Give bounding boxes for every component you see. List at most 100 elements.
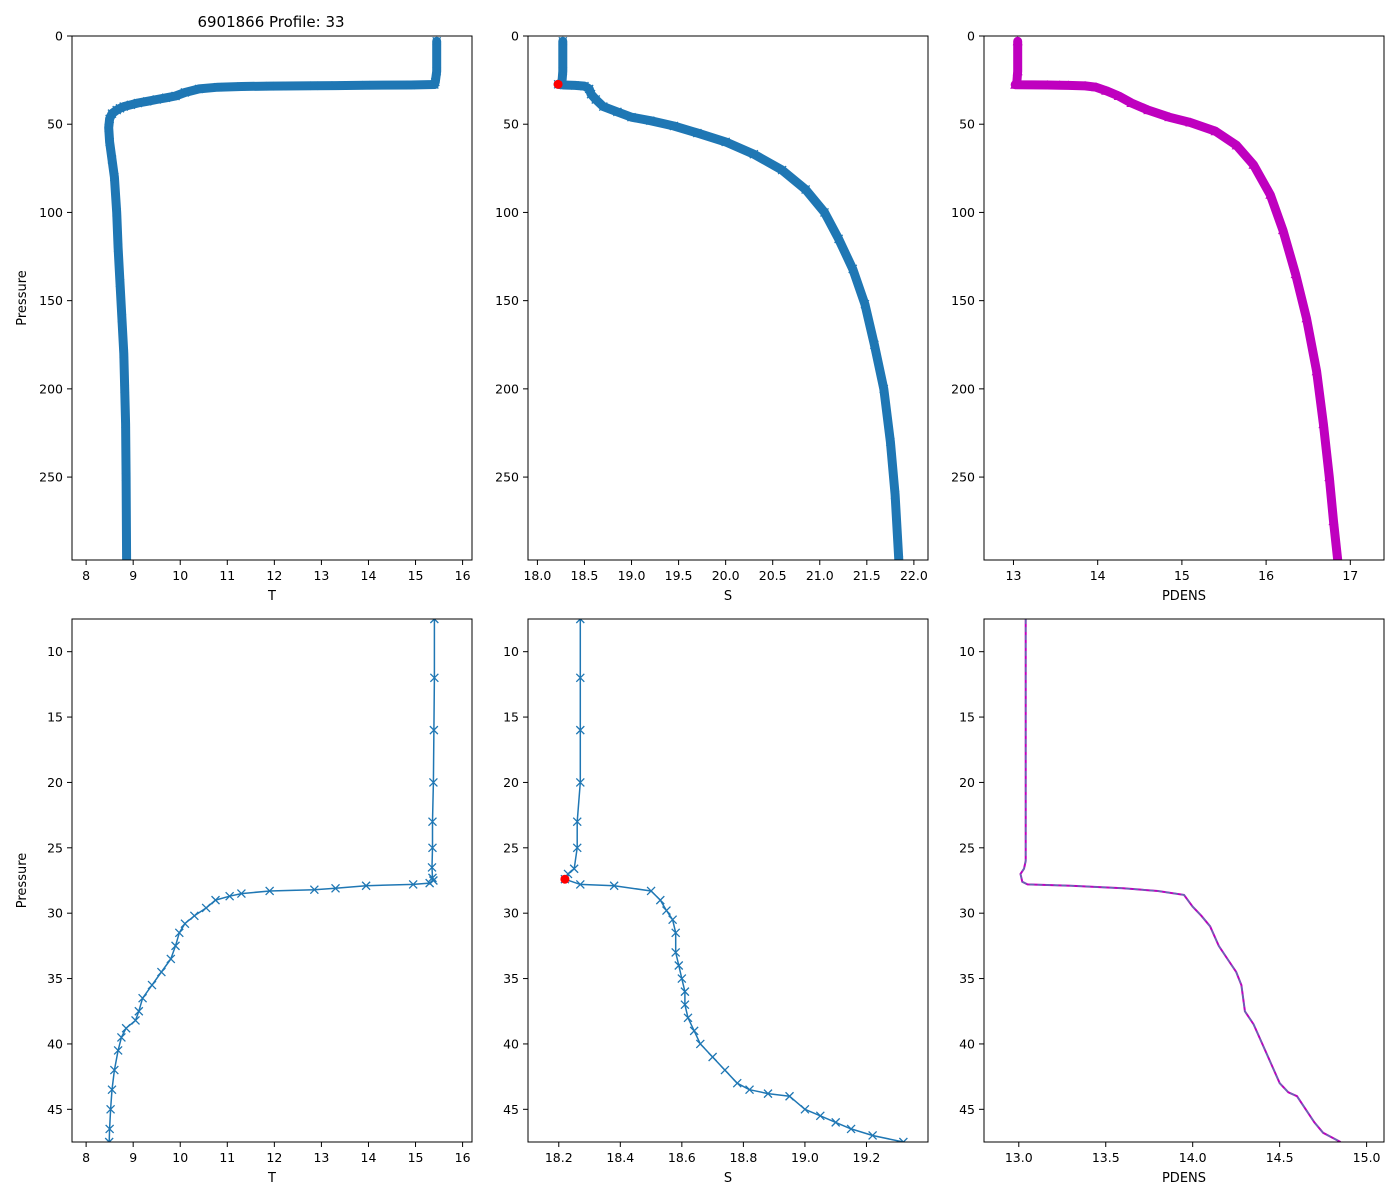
data-point <box>627 112 636 122</box>
subplot-grid: 8 9 10 11 12 13 14 15 16050100150200250TPressure… <box>15 29 1385 1186</box>
data-point <box>134 1006 144 1016</box>
x-tick-label: 14 <box>361 568 377 583</box>
series-line <box>564 619 905 1142</box>
data-point <box>166 954 176 964</box>
data-point <box>171 91 180 101</box>
data-point <box>721 137 731 147</box>
y-tick-label: 200 <box>495 381 519 396</box>
y-tick-label: 15 <box>503 710 519 725</box>
data-point <box>1334 555 1341 560</box>
data-point <box>1185 117 1196 127</box>
data-point <box>732 1078 742 1088</box>
data-point <box>156 967 166 977</box>
data-point <box>749 149 759 159</box>
data-point <box>429 673 439 683</box>
data-point <box>1113 90 1124 100</box>
x-tick-label: 19.2 <box>853 1150 881 1165</box>
x-tick-label: 14 <box>1090 568 1106 583</box>
data-point <box>572 843 582 853</box>
data-point <box>429 619 439 624</box>
series-line <box>108 619 436 1142</box>
x-tick-label: 17 <box>1342 568 1358 583</box>
x-tick-label: 9 <box>129 1150 137 1165</box>
data-point <box>800 1104 810 1114</box>
data-point <box>361 80 371 90</box>
subplot-top-T: 8 9 10 11 12 13 14 15 16 0 50 100 150 200 250 T Pressure <box>15 29 473 604</box>
x-tick-label: 12 <box>266 1150 282 1165</box>
data-point <box>117 313 127 323</box>
y-tick-label: 10 <box>503 644 519 659</box>
data-point <box>109 172 119 182</box>
data-point <box>674 961 684 970</box>
y-tick-label: 40 <box>47 1036 63 1051</box>
data-point <box>575 673 585 683</box>
data-point <box>427 862 437 872</box>
x-tick-label: 13 <box>313 1150 329 1165</box>
series-line-dashed <box>1019 619 1341 1142</box>
x-tick-label: 18.4 <box>606 1150 634 1165</box>
y-tick-label: 10 <box>959 644 975 659</box>
data-point <box>815 1111 825 1121</box>
data-point <box>265 886 275 896</box>
data-point <box>142 96 152 106</box>
data-point <box>846 1124 856 1134</box>
y-tick-label: 45 <box>47 1102 63 1117</box>
data-point <box>669 121 679 131</box>
x-tick-label: 16 <box>1258 568 1274 583</box>
x-tick-label: 13 <box>1006 568 1022 583</box>
data-point <box>104 1137 114 1142</box>
y-tick-label: 30 <box>503 906 519 921</box>
data-point <box>1010 79 1021 89</box>
subplot-bot-PDENS: 13.0 13.5 14.0 14.5 15.0 10 15 20 25 30 35 40 45 PDEN… <box>959 618 1385 1186</box>
data-point <box>1101 85 1112 95</box>
data-point <box>432 66 442 76</box>
y-tick-label: 30 <box>959 906 975 921</box>
y-tick-label: 20 <box>959 775 975 790</box>
x-tick-label: 13.5 <box>1092 1150 1120 1165</box>
data-point <box>1265 189 1276 199</box>
data-point <box>107 109 117 119</box>
data-point <box>126 100 136 110</box>
data-point <box>1324 472 1335 482</box>
data-point <box>236 81 246 91</box>
data-point <box>174 928 184 938</box>
x-tick-label: 20.5 <box>759 568 787 583</box>
data-point <box>1290 269 1301 279</box>
data-point <box>785 1091 794 1101</box>
data-point <box>1231 140 1242 150</box>
x-tick-label: 12 <box>266 568 282 583</box>
data-point <box>138 993 148 1003</box>
y-tick-label: 25 <box>47 840 63 855</box>
data-point <box>112 105 122 115</box>
data-point <box>122 555 132 560</box>
data-point <box>105 1124 115 1134</box>
data-point <box>428 777 438 787</box>
data-point <box>201 903 211 913</box>
data-point <box>1311 366 1322 376</box>
data-point <box>1063 80 1074 90</box>
data-point <box>104 123 114 133</box>
data-point <box>180 87 190 97</box>
x-axis-label: S <box>724 1171 732 1186</box>
data-point <box>106 1104 116 1114</box>
data-point <box>189 911 199 921</box>
series-line <box>1010 36 1343 560</box>
data-point <box>1042 80 1053 90</box>
data-point <box>677 974 687 984</box>
y-tick-label: 250 <box>951 470 975 485</box>
y-tick-label: 150 <box>495 293 519 308</box>
data-point <box>1301 313 1312 323</box>
data-point <box>1318 419 1329 429</box>
x-tick-label: 15.0 <box>1353 1150 1381 1165</box>
data-point <box>662 906 671 916</box>
data-point <box>236 889 246 899</box>
data-point <box>331 81 340 91</box>
data-point <box>575 777 585 787</box>
data-point <box>683 1013 693 1023</box>
x-tick-label: 14.5 <box>1266 1150 1294 1165</box>
x-axis-label: PDENS <box>1162 589 1206 604</box>
y-tick-label: 100 <box>951 205 975 220</box>
data-point <box>428 843 437 853</box>
data-point <box>831 1117 841 1127</box>
red-marker-point <box>560 874 570 884</box>
